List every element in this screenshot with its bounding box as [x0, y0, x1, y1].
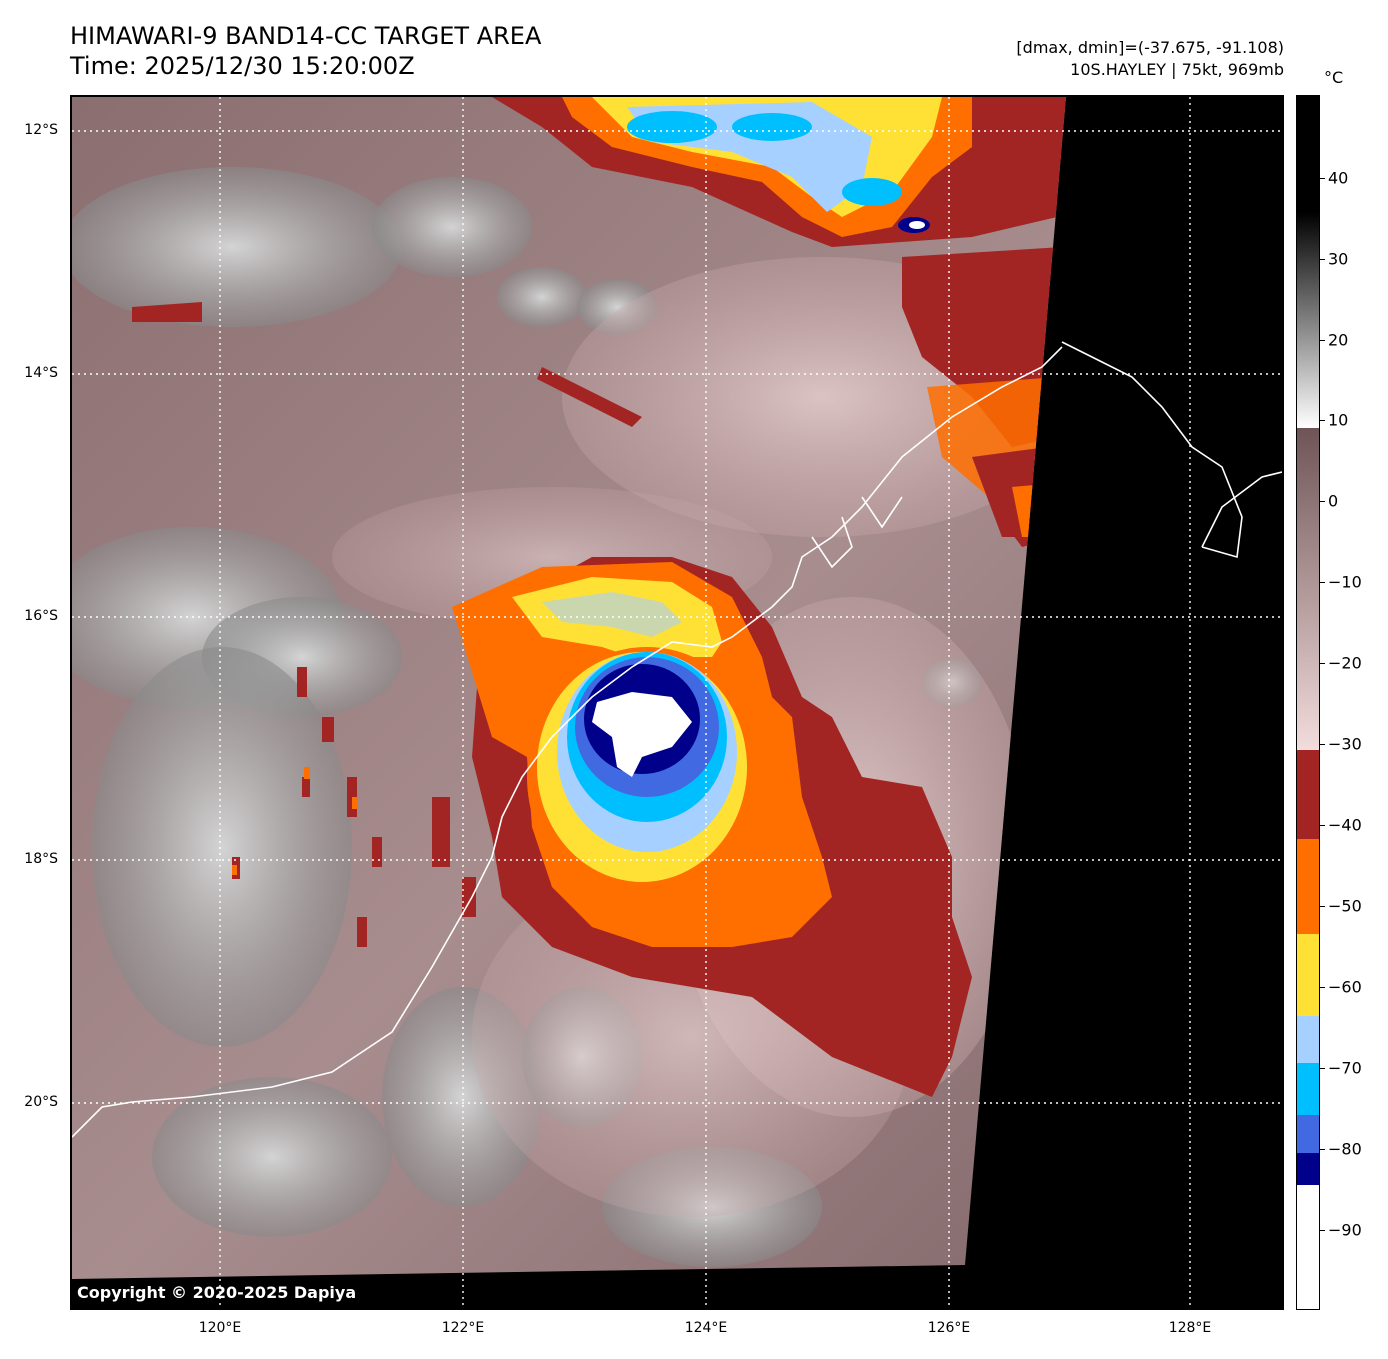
colorbar-tick: −70 — [1328, 1058, 1362, 1078]
colorbar-tick: 40 — [1328, 168, 1349, 188]
lat-label-16s: 16°S — [24, 608, 58, 624]
storm-info-label: 10S.HAYLEY | 75kt, 969mb — [1070, 60, 1284, 79]
colorbar-tick: 10 — [1328, 410, 1349, 430]
colorbar-tick: −40 — [1328, 815, 1362, 835]
data-range-label: [dmax, dmin]=(-37.675, -91.108) — [1016, 38, 1284, 57]
colorbar — [1296, 95, 1320, 1310]
lon-label-124e: 124°E — [684, 1320, 728, 1336]
colorbar-tick: −20 — [1328, 653, 1362, 673]
cold-cloud-core — [592, 692, 692, 777]
colorbar-tick: −50 — [1328, 896, 1362, 916]
lon-label-128e: 128°E — [1168, 1320, 1212, 1336]
colorbar-tick: 30 — [1328, 249, 1349, 269]
lat-label-12s: 12°S — [24, 122, 58, 138]
colorbar-tick: 20 — [1328, 330, 1349, 350]
colorbar-tick: 0 — [1328, 491, 1339, 511]
lat-label-20s: 20°S — [24, 1094, 58, 1110]
colorbar-tick: −10 — [1328, 572, 1362, 592]
colorbar-unit: °C — [1324, 68, 1344, 87]
copyright-label: Copyright © 2020-2025 Dapiya — [77, 1283, 357, 1302]
colorbar-tick: −60 — [1328, 977, 1362, 997]
lon-label-122e: 122°E — [441, 1320, 485, 1336]
satellite-map: Copyright © 2020-2025 Dapiya — [70, 95, 1284, 1310]
title-line-1: HIMAWARI-9 BAND14-CC TARGET AREA — [70, 22, 542, 50]
lon-label-120e: 120°E — [198, 1320, 242, 1336]
lon-label-126e: 126°E — [927, 1320, 971, 1336]
colorbar-tick: −80 — [1328, 1139, 1362, 1159]
title-time: Time: 2025/12/30 15:20:00Z — [70, 52, 415, 80]
colorbar-tick: −30 — [1328, 734, 1362, 754]
northern-convection — [492, 97, 1066, 537]
gridlines — [72, 97, 1282, 1308]
coastline — [72, 341, 1282, 1138]
satellite-imagery — [72, 97, 1282, 1308]
lat-label-18s: 18°S — [24, 851, 58, 867]
lat-label-14s: 14°S — [24, 365, 58, 381]
cyclone-hayley — [452, 557, 972, 1097]
colorbar-tick: −90 — [1328, 1220, 1362, 1240]
